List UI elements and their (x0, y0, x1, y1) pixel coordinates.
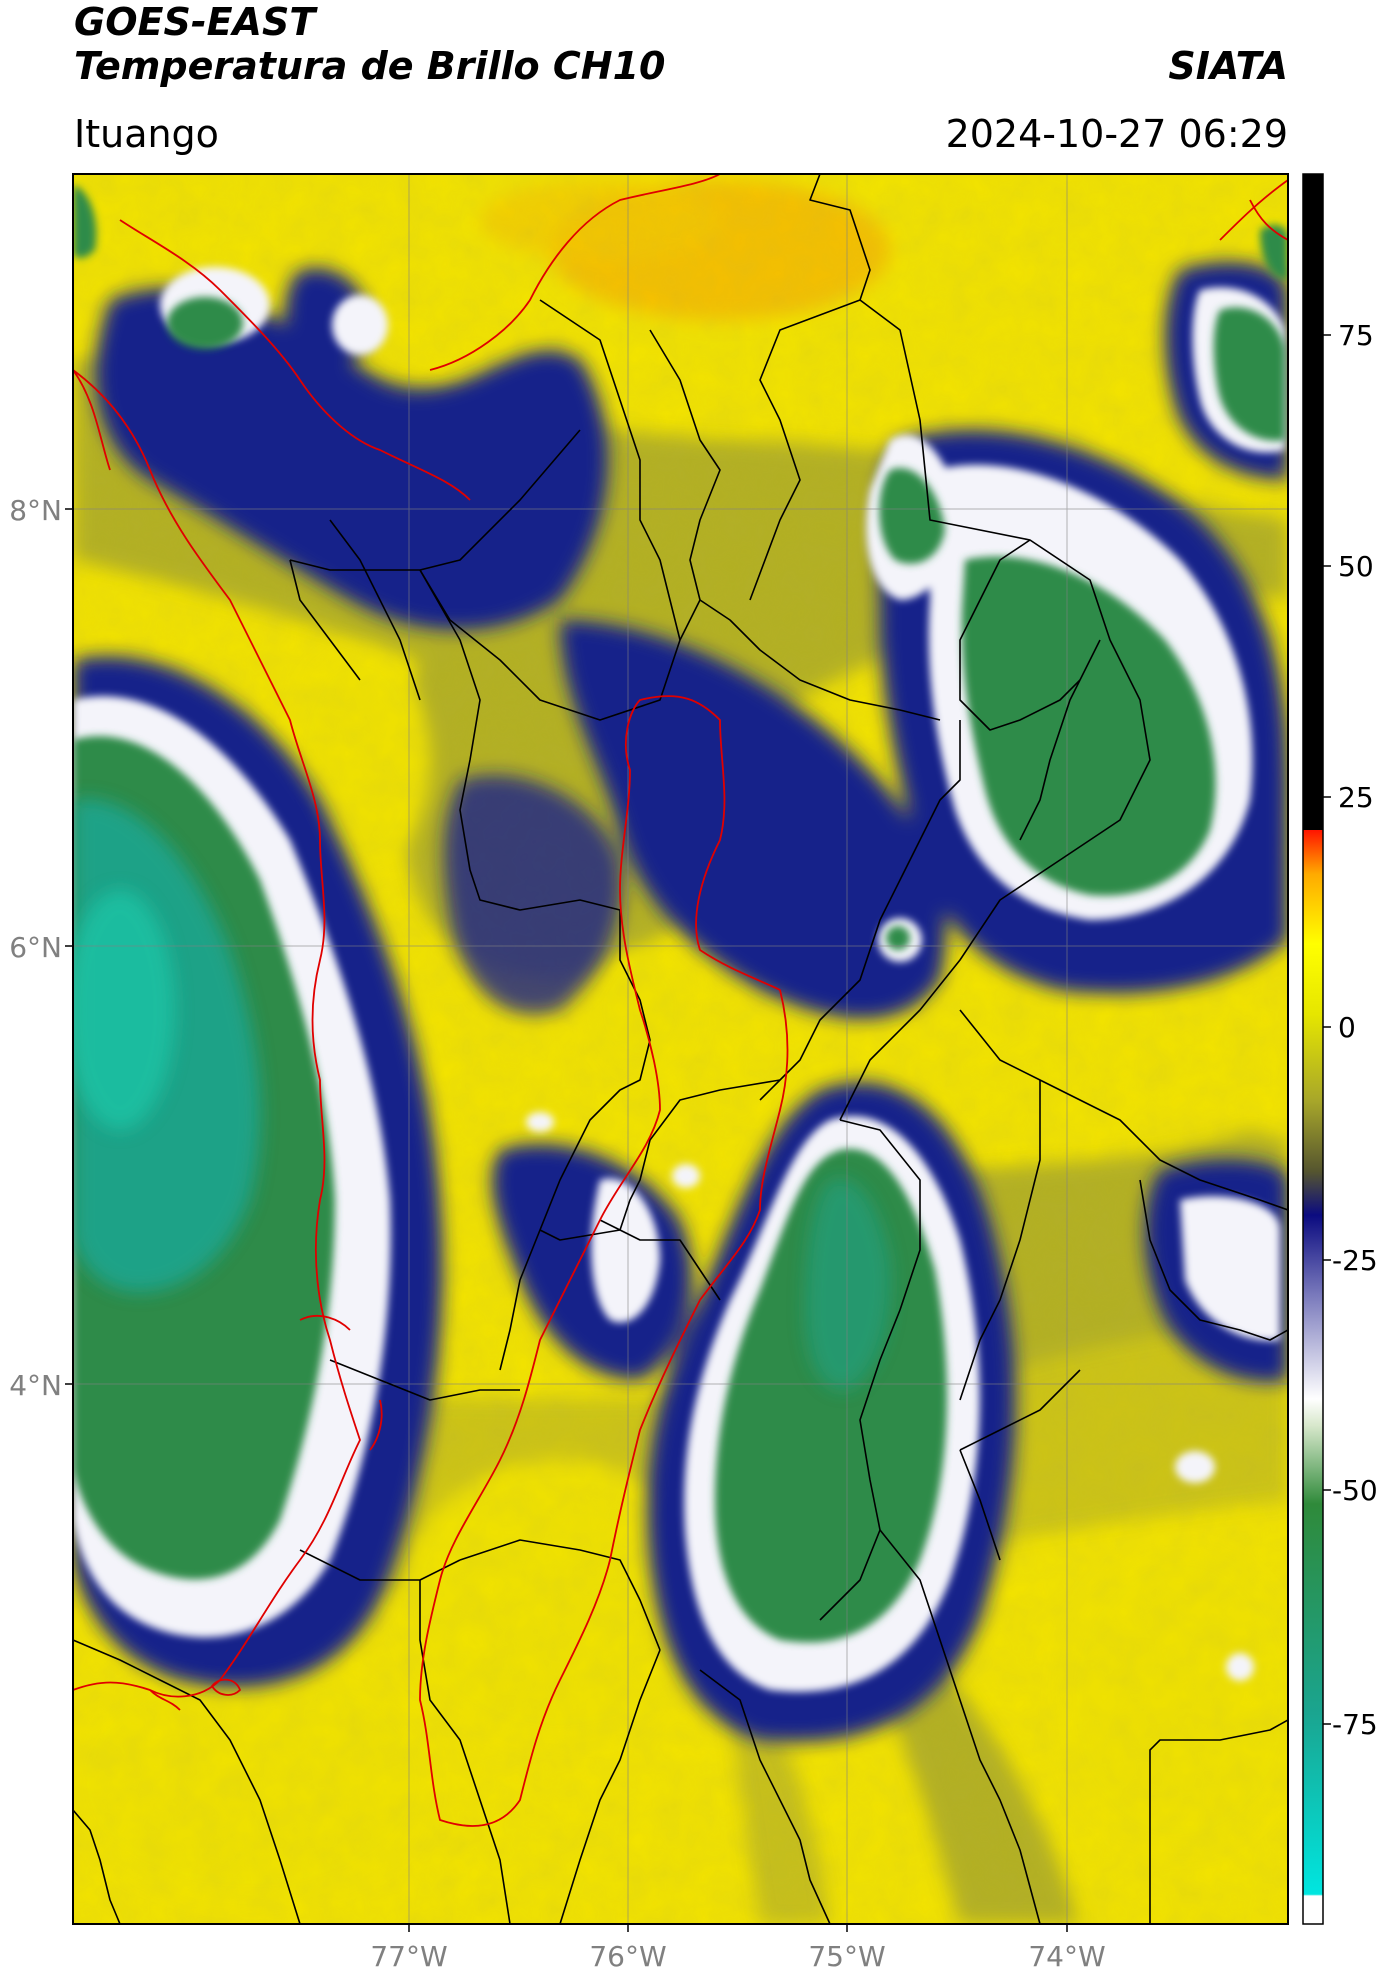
colorbar-tick: 75 (1338, 319, 1374, 352)
lat-label: 4°N (9, 1369, 62, 1402)
datetime-label: 2024-10-27 06:29 (945, 112, 1288, 156)
lon-label: 77°W (370, 1940, 447, 1973)
colorbar-tick: 25 (1338, 781, 1374, 814)
lon-label: 76°W (589, 1940, 666, 1973)
colorbar-tick: 50 (1338, 550, 1374, 583)
location-label: Ituango (74, 112, 219, 156)
product-title: Temperatura de Brillo CH10 (74, 44, 666, 88)
colorbar-tick: 0 (1338, 1011, 1356, 1044)
colorbar-tick: -25 (1332, 1244, 1378, 1277)
colorbar-tick: -50 (1332, 1474, 1378, 1507)
map-frame (72, 173, 1289, 1925)
colorbar-tick: -75 (1332, 1708, 1378, 1741)
department-borders (73, 174, 1288, 1924)
graticule (73, 174, 1288, 1924)
red-borders (73, 174, 1288, 1827)
brightness-temperature-field (73, 174, 1288, 1924)
colorbar: 75 50 25 0 -25 -50 -75 (1302, 173, 1378, 1925)
lat-label: 6°N (9, 931, 62, 964)
lat-label: 8°N (9, 494, 62, 527)
org-label: SIATA (1168, 44, 1288, 88)
lon-label: 75°W (808, 1940, 885, 1973)
satellite-title: GOES-EAST (74, 0, 316, 44)
lon-label: 74°W (1028, 1940, 1105, 1973)
